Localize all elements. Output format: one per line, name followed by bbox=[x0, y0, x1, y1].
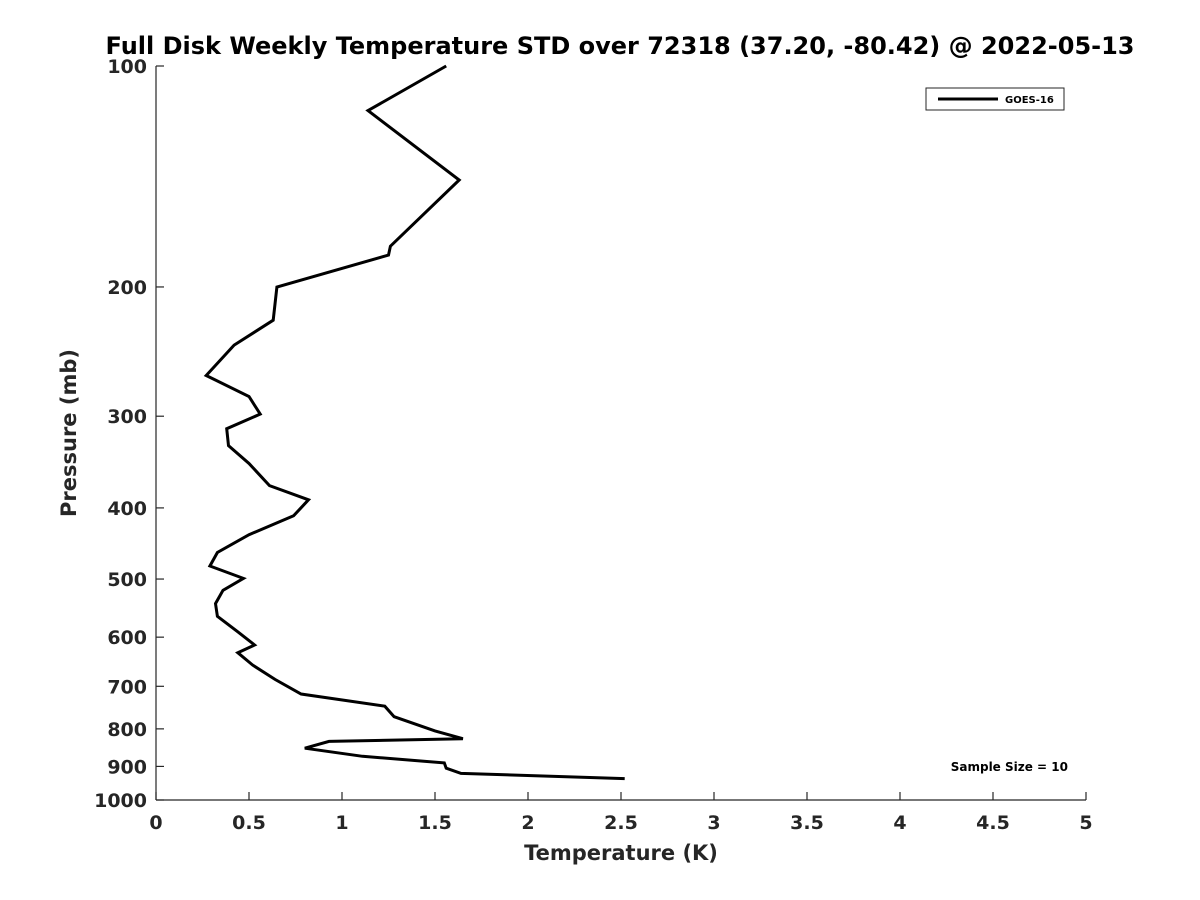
x-axis-label: Temperature (K) bbox=[524, 841, 718, 865]
series-layer bbox=[203, 64, 625, 781]
x-tick-label: 1.5 bbox=[418, 812, 452, 834]
x-tick-label: 0.5 bbox=[232, 812, 266, 834]
x-tick-label: 0 bbox=[149, 812, 162, 834]
y-tick-label: 800 bbox=[107, 719, 147, 741]
y-axis-label: Pressure (mb) bbox=[57, 349, 81, 517]
y-tick-label: 100 bbox=[107, 56, 147, 78]
legend: GOES-16 bbox=[925, 87, 1065, 111]
y-ticks: 100 200 300 400 500 600 700 800 900 1000 bbox=[94, 56, 164, 812]
x-tick-label: 4.5 bbox=[976, 812, 1010, 834]
x-tick-label: 2.5 bbox=[604, 812, 638, 834]
sample-size-annotation: Sample Size = 10 bbox=[951, 760, 1068, 774]
y-tick-label: 400 bbox=[107, 498, 147, 520]
y-tick-label: 300 bbox=[107, 406, 147, 428]
y-tick-label: 200 bbox=[107, 277, 147, 299]
x-tick-label: 2 bbox=[521, 812, 534, 834]
y-tick-label: 1000 bbox=[94, 790, 147, 812]
y-tick-label: 600 bbox=[107, 627, 147, 649]
chart-title: Full Disk Weekly Temperature STD over 72… bbox=[106, 32, 1135, 60]
series-line-goes-16 bbox=[203, 64, 625, 781]
x-ticks: 0 0.5 1 1.5 2 2.5 3 3.5 4 4.5 5 bbox=[149, 792, 1093, 834]
y-tick-label: 900 bbox=[107, 756, 147, 778]
x-tick-label: 5 bbox=[1079, 812, 1092, 834]
x-tick-label: 1 bbox=[335, 812, 348, 834]
x-tick-label: 3.5 bbox=[790, 812, 824, 834]
legend-label-goes-16: GOES-16 bbox=[1005, 95, 1054, 106]
x-tick-label: 4 bbox=[893, 812, 906, 834]
y-tick-label: 500 bbox=[107, 569, 147, 591]
y-tick-label: 700 bbox=[107, 676, 147, 698]
x-tick-label: 3 bbox=[707, 812, 720, 834]
